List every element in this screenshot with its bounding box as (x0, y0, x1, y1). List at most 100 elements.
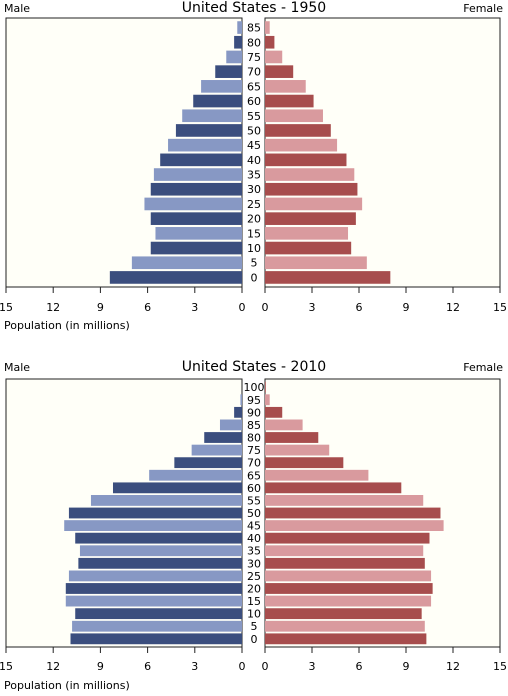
male-bar-age-0 (70, 633, 242, 645)
x-axis-label: Population (in millions) (4, 319, 130, 332)
female-bar-age-25 (265, 197, 363, 211)
right-side-label: Female (463, 2, 503, 15)
age-label: 45 (247, 520, 261, 533)
female-bar-age-65 (265, 80, 306, 93)
male-bar-age-70 (174, 457, 242, 469)
x-tick-label-left: 0 (239, 660, 246, 673)
x-tick-label-left: 15 (0, 660, 13, 673)
age-label: 5 (251, 620, 258, 633)
female-bar-age-70 (265, 65, 294, 78)
age-label: 0 (251, 633, 258, 646)
female-bar-age-40 (265, 153, 347, 167)
male-bar-age-25 (68, 570, 243, 582)
male-bar-age-85 (219, 419, 242, 431)
male-bar-age-45 (168, 138, 242, 152)
male-bar-age-50 (68, 507, 243, 519)
female-bar-age-45 (265, 520, 444, 531)
male-bar-age-75 (191, 444, 242, 456)
female-bar-age-0 (265, 633, 427, 645)
x-tick-label-left: 6 (144, 301, 151, 314)
age-label: 45 (247, 139, 261, 152)
male-bar-age-45 (64, 520, 243, 531)
age-label: 15 (247, 227, 261, 240)
x-tick-label-right: 9 (403, 660, 410, 673)
female-bar-age-60 (265, 94, 314, 108)
x-tick-label-right: 15 (493, 301, 507, 314)
x-tick-label-left: 9 (97, 660, 104, 673)
age-label: 20 (247, 582, 261, 595)
female-bar-age-40 (265, 532, 430, 544)
age-label: 35 (247, 545, 261, 558)
female-bar-age-25 (265, 570, 432, 582)
age-label: 60 (247, 95, 261, 108)
female-bar-age-5 (265, 620, 425, 632)
age-label: 100 (244, 381, 265, 394)
age-label: 30 (247, 183, 261, 196)
age-label: 85 (247, 419, 261, 432)
right-side-label: Female (463, 361, 503, 374)
male-bar-age-25 (144, 197, 242, 211)
x-tick-label-right: 9 (403, 301, 410, 314)
age-label: 15 (247, 595, 261, 608)
age-label: 85 (247, 22, 261, 35)
male-bar-age-15 (65, 595, 242, 607)
female-bar-age-70 (265, 457, 344, 469)
male-bar-age-70 (215, 65, 242, 78)
female-bar-age-100 (265, 381, 266, 393)
female-bar-age-80 (265, 432, 319, 443)
female-bar-age-90 (265, 406, 283, 418)
male-bar-age-5 (131, 256, 242, 270)
female-bar-age-55 (265, 495, 424, 506)
female-bar-age-10 (265, 241, 352, 255)
female-bar-age-80 (265, 35, 275, 49)
female-bar-age-35 (265, 545, 424, 557)
male-bar-age-60 (193, 94, 242, 108)
x-tick-label-right: 12 (446, 660, 460, 673)
male-bar-age-15 (155, 227, 242, 240)
x-tick-label-left: 0 (239, 301, 246, 314)
chart-title: United States - 2010 (182, 359, 326, 375)
female-bar-age-75 (265, 50, 283, 64)
x-tick-label-right: 0 (262, 660, 269, 673)
left-side-label: Male (4, 2, 30, 15)
age-label: 55 (247, 110, 261, 123)
age-label: 20 (247, 213, 261, 226)
female-bar-age-15 (265, 227, 349, 240)
age-label: 50 (247, 124, 261, 137)
age-label: 75 (247, 51, 261, 64)
male-bar-age-65 (149, 469, 242, 481)
age-label: 30 (247, 557, 261, 570)
x-tick-label-right: 3 (309, 660, 316, 673)
male-bar-age-5 (72, 620, 242, 632)
x-tick-label-right: 6 (356, 301, 363, 314)
female-bar-age-60 (265, 482, 402, 494)
x-tick-label-left: 12 (46, 301, 60, 314)
age-label: 40 (247, 154, 261, 167)
male-bar-age-65 (201, 80, 242, 93)
left-side-label: Male (4, 361, 30, 374)
male-bar-age-10 (75, 608, 242, 620)
female-bar-age-45 (265, 138, 338, 152)
age-label: 70 (247, 457, 261, 470)
male-bar-age-10 (150, 241, 242, 255)
x-tick-label-right: 15 (493, 660, 507, 673)
age-label: 5 (251, 257, 258, 270)
x-tick-label-right: 3 (309, 301, 316, 314)
male-bar-age-55 (182, 109, 242, 123)
male-bar-age-75 (226, 50, 242, 64)
male-bar-age-35 (79, 545, 242, 557)
age-label: 60 (247, 482, 261, 495)
male-bar-age-30 (150, 182, 242, 196)
x-tick-label-left: 9 (97, 301, 104, 314)
female-bar-age-50 (265, 124, 331, 137)
male-bar-age-50 (175, 124, 242, 137)
female-bar-age-50 (265, 507, 441, 519)
male-bar-age-85 (237, 21, 242, 34)
female-bar-age-5 (265, 256, 367, 270)
female-bar-age-75 (265, 444, 330, 456)
age-label: 55 (247, 494, 261, 507)
female-bar-age-85 (265, 21, 270, 34)
male-bar-age-30 (78, 557, 243, 569)
female-bar-age-55 (265, 109, 323, 123)
